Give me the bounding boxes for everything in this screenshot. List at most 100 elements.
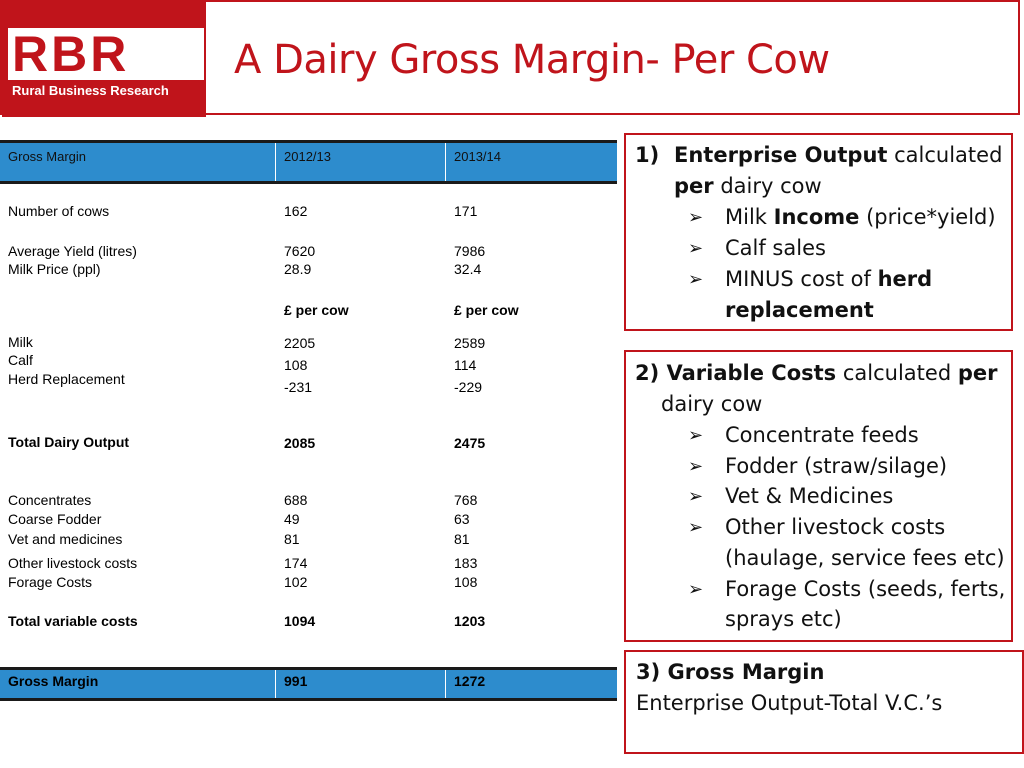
gross-margin-total-row: Gross Margin 991 1272 xyxy=(0,667,617,701)
row-label-gross-margin: Gross Margin xyxy=(8,673,99,689)
cell-total-dairy-output-2013-14: 2475 xyxy=(454,435,486,451)
arrow-bullet-icon: ➢ xyxy=(688,238,704,259)
cell-total-variable-costs-2012-13: 1094 xyxy=(284,613,316,629)
panel2-bullet-vet-medicines: Vet & Medicines xyxy=(725,484,894,508)
header-gross-margin: Gross Margin xyxy=(8,149,87,164)
cell-calf-2013-14: 114 xyxy=(454,357,477,373)
cell-gross-margin-2012-13: 991 xyxy=(284,673,308,689)
row-label-vet-medicines: Vet and medicines xyxy=(8,531,123,547)
panel3-formula: Enterprise Output-Total V.C.’s xyxy=(636,691,943,715)
cell-coarse-fodder-2013-14: 63 xyxy=(454,511,470,527)
panel1-title-bold: Enterprise Output xyxy=(674,143,888,167)
panel1-line2: per dairy cow xyxy=(674,171,822,202)
row-label-concentrates: Concentrates xyxy=(8,492,92,508)
column-divider xyxy=(275,143,276,181)
rbr-logo: RBR Rural Business Research xyxy=(2,2,206,117)
header-year-2012-13: 2012/13 xyxy=(284,149,331,164)
table-header-row: Gross Margin 2012/13 2013/14 xyxy=(0,140,617,184)
arrow-bullet-icon: ➢ xyxy=(688,269,704,290)
cell-coarse-fodder-2012-13: 49 xyxy=(284,511,300,527)
slide-header: RBR Rural Business Research A Dairy Gros… xyxy=(0,0,1020,117)
panel1-b1-pre: Milk xyxy=(725,205,774,229)
cell-vet-medicines-2012-13: 81 xyxy=(284,531,300,547)
panel1-b1-post: (price*yield) xyxy=(859,205,996,229)
cell-vet-medicines-2013-14: 81 xyxy=(454,531,470,547)
panel1-number: 1) xyxy=(635,143,660,167)
cell-average-yield-2012-13: 7620 xyxy=(284,243,316,259)
cell-milk-2013-14: 2589 xyxy=(454,335,486,351)
row-label-calf: Calf xyxy=(8,352,33,368)
row-label-milk-price: Milk Price (ppl) xyxy=(8,261,101,277)
logo-subtitle: Rural Business Research xyxy=(12,83,169,98)
row-label-milk: Milk xyxy=(8,334,33,350)
cell-number-of-cows-2012-13: 162 xyxy=(284,203,308,219)
cell-milk-price-2013-14: 32.4 xyxy=(454,261,482,277)
panel2-title-rest: calculated xyxy=(836,361,958,385)
gross-margin-panel: 3) Gross Margin Enterprise Output-Total … xyxy=(624,650,1024,754)
panel1-title-line: Enterprise Output calculated xyxy=(674,140,1002,171)
panel1-line2-rest: dairy cow xyxy=(713,174,822,198)
unit-label-per-cow-2012-13: £ per cow xyxy=(284,302,349,318)
arrow-bullet-icon: ➢ xyxy=(688,579,704,600)
panel2-bullet-forage-costs: Forage Costs (seeds, ferts, xyxy=(725,577,1006,601)
panel1-bullet-milk-income: Milk Income (price*yield) xyxy=(725,202,996,233)
cell-milk-price-2012-13: 28.9 xyxy=(284,261,312,277)
arrow-bullet-icon: ➢ xyxy=(688,486,704,507)
panel1-b1-bold: Income xyxy=(773,205,860,229)
row-label-forage-costs: Forage Costs xyxy=(8,574,93,590)
cell-herd-replacement-2013-14: -229 xyxy=(454,379,483,395)
unit-label-per-cow-2013-14: £ per cow xyxy=(454,302,519,318)
panel1-bullet-herd-replacement-line2: replacement xyxy=(725,298,874,322)
column-divider xyxy=(445,670,446,698)
row-label-total-dairy-output: Total Dairy Output xyxy=(8,434,130,450)
enterprise-output-panel: 1) Enterprise Output calculated per dair… xyxy=(624,133,1013,331)
row-label-other-livestock-costs: Other livestock costs xyxy=(8,555,138,571)
panel2-bullet-fodder: Fodder (straw/silage) xyxy=(725,454,948,478)
arrow-bullet-icon: ➢ xyxy=(688,517,704,538)
row-label-number-of-cows: Number of cows xyxy=(8,203,110,219)
panel2-title-line: 2) Variable Costs calculated per xyxy=(635,358,997,389)
gross-margin-table: Gross Margin 2012/13 2013/14 Number of c… xyxy=(0,140,617,701)
arrow-bullet-icon: ➢ xyxy=(688,207,704,228)
row-label-herd-replacement: Herd Replacement xyxy=(8,371,125,387)
cell-concentrates-2013-14: 768 xyxy=(454,492,478,508)
cell-calf-2012-13: 108 xyxy=(284,357,308,373)
arrow-bullet-icon: ➢ xyxy=(688,456,704,477)
cell-herd-replacement-2012-13: -231 xyxy=(284,379,313,395)
page-title: A Dairy Gross Margin- Per Cow xyxy=(234,37,830,83)
panel2-title-bold: 2) Variable Costs xyxy=(635,361,837,385)
cell-total-variable-costs-2013-14: 1203 xyxy=(454,613,486,629)
column-divider xyxy=(275,670,276,698)
row-label-coarse-fodder: Coarse Fodder xyxy=(8,511,102,527)
panel3-title: 3) Gross Margin xyxy=(636,660,825,684)
cell-forage-costs-2013-14: 108 xyxy=(454,574,478,590)
header-year-2013-14: 2013/14 xyxy=(454,149,501,164)
cell-other-livestock-costs-2013-14: 183 xyxy=(454,555,478,571)
panel2-bullet-other-livestock: Other livestock costs xyxy=(725,515,946,539)
panel2-bullet-other-livestock-line2: (haulage, service fees etc) xyxy=(725,546,1005,570)
logo-text: RBR xyxy=(8,28,204,80)
panel1-title-rest: calculated xyxy=(887,143,1003,167)
panel1-bullet-herd-replacement: MINUS cost of herd xyxy=(725,264,932,295)
column-divider xyxy=(445,143,446,181)
arrow-bullet-icon: ➢ xyxy=(688,425,704,446)
cell-forage-costs-2012-13: 102 xyxy=(284,574,308,590)
panel1-bullet-calf-sales: Calf sales xyxy=(725,236,826,260)
panel2-bullet-forage-costs-line2: sprays etc) xyxy=(725,607,842,631)
panel1-b3-pre: MINUS cost of xyxy=(725,267,878,291)
cell-total-dairy-output-2012-13: 2085 xyxy=(284,435,316,451)
panel2-title-bold2: per xyxy=(957,361,998,385)
cell-average-yield-2013-14: 7986 xyxy=(454,243,486,259)
row-label-total-variable-costs: Total variable costs xyxy=(8,613,138,629)
row-label-average-yield: Average Yield (litres) xyxy=(8,243,137,259)
panel2-bullet-concentrate-feeds: Concentrate feeds xyxy=(725,423,919,447)
cell-concentrates-2012-13: 688 xyxy=(284,492,308,508)
cell-number-of-cows-2013-14: 171 xyxy=(454,203,478,219)
cell-milk-2012-13: 2205 xyxy=(284,335,316,351)
variable-costs-panel: 2) Variable Costs calculated per dairy c… xyxy=(624,350,1013,642)
cell-other-livestock-costs-2012-13: 174 xyxy=(284,555,308,571)
cell-gross-margin-2013-14: 1272 xyxy=(454,673,486,689)
panel1-b3-bold: herd xyxy=(877,267,933,291)
panel1-line2-bold: per xyxy=(674,174,714,198)
panel2-line2: dairy cow xyxy=(661,392,763,416)
